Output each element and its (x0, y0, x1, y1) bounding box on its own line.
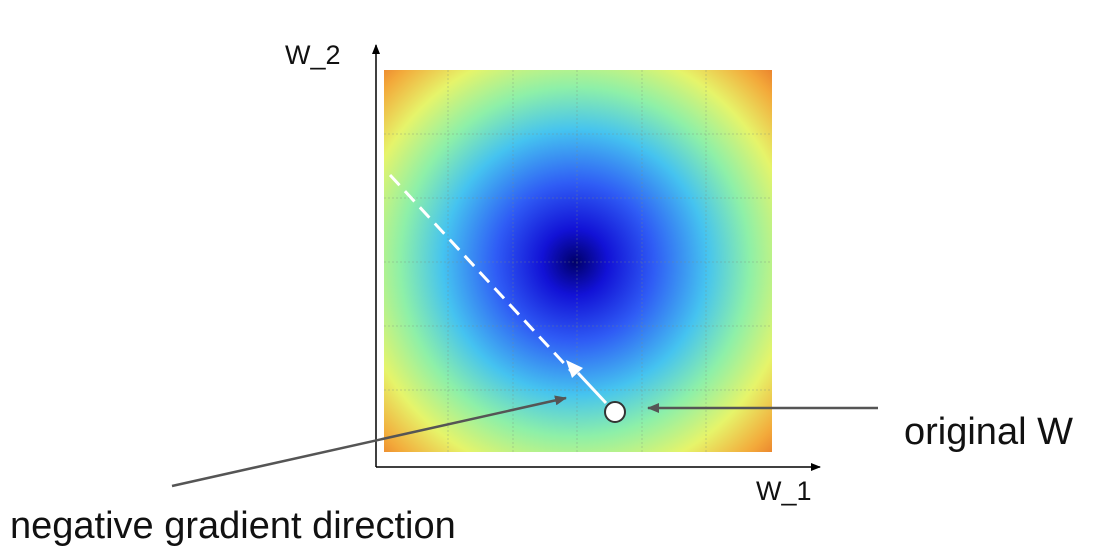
heatmap-grid (384, 70, 772, 452)
gradient-pointer (171, 395, 567, 488)
x-axis-label: W_1 (756, 476, 812, 506)
gradient-direction-label: negative gradient direction (10, 505, 456, 547)
gradient-direction-dashed-line (388, 173, 574, 374)
heatmap-surface (384, 70, 772, 452)
original-w-point (604, 401, 626, 423)
loss-heatmap (384, 70, 772, 452)
step-arrow (566, 360, 608, 405)
original-w-label: original W (904, 411, 1073, 453)
y-axis-label: W_2 (285, 40, 341, 70)
